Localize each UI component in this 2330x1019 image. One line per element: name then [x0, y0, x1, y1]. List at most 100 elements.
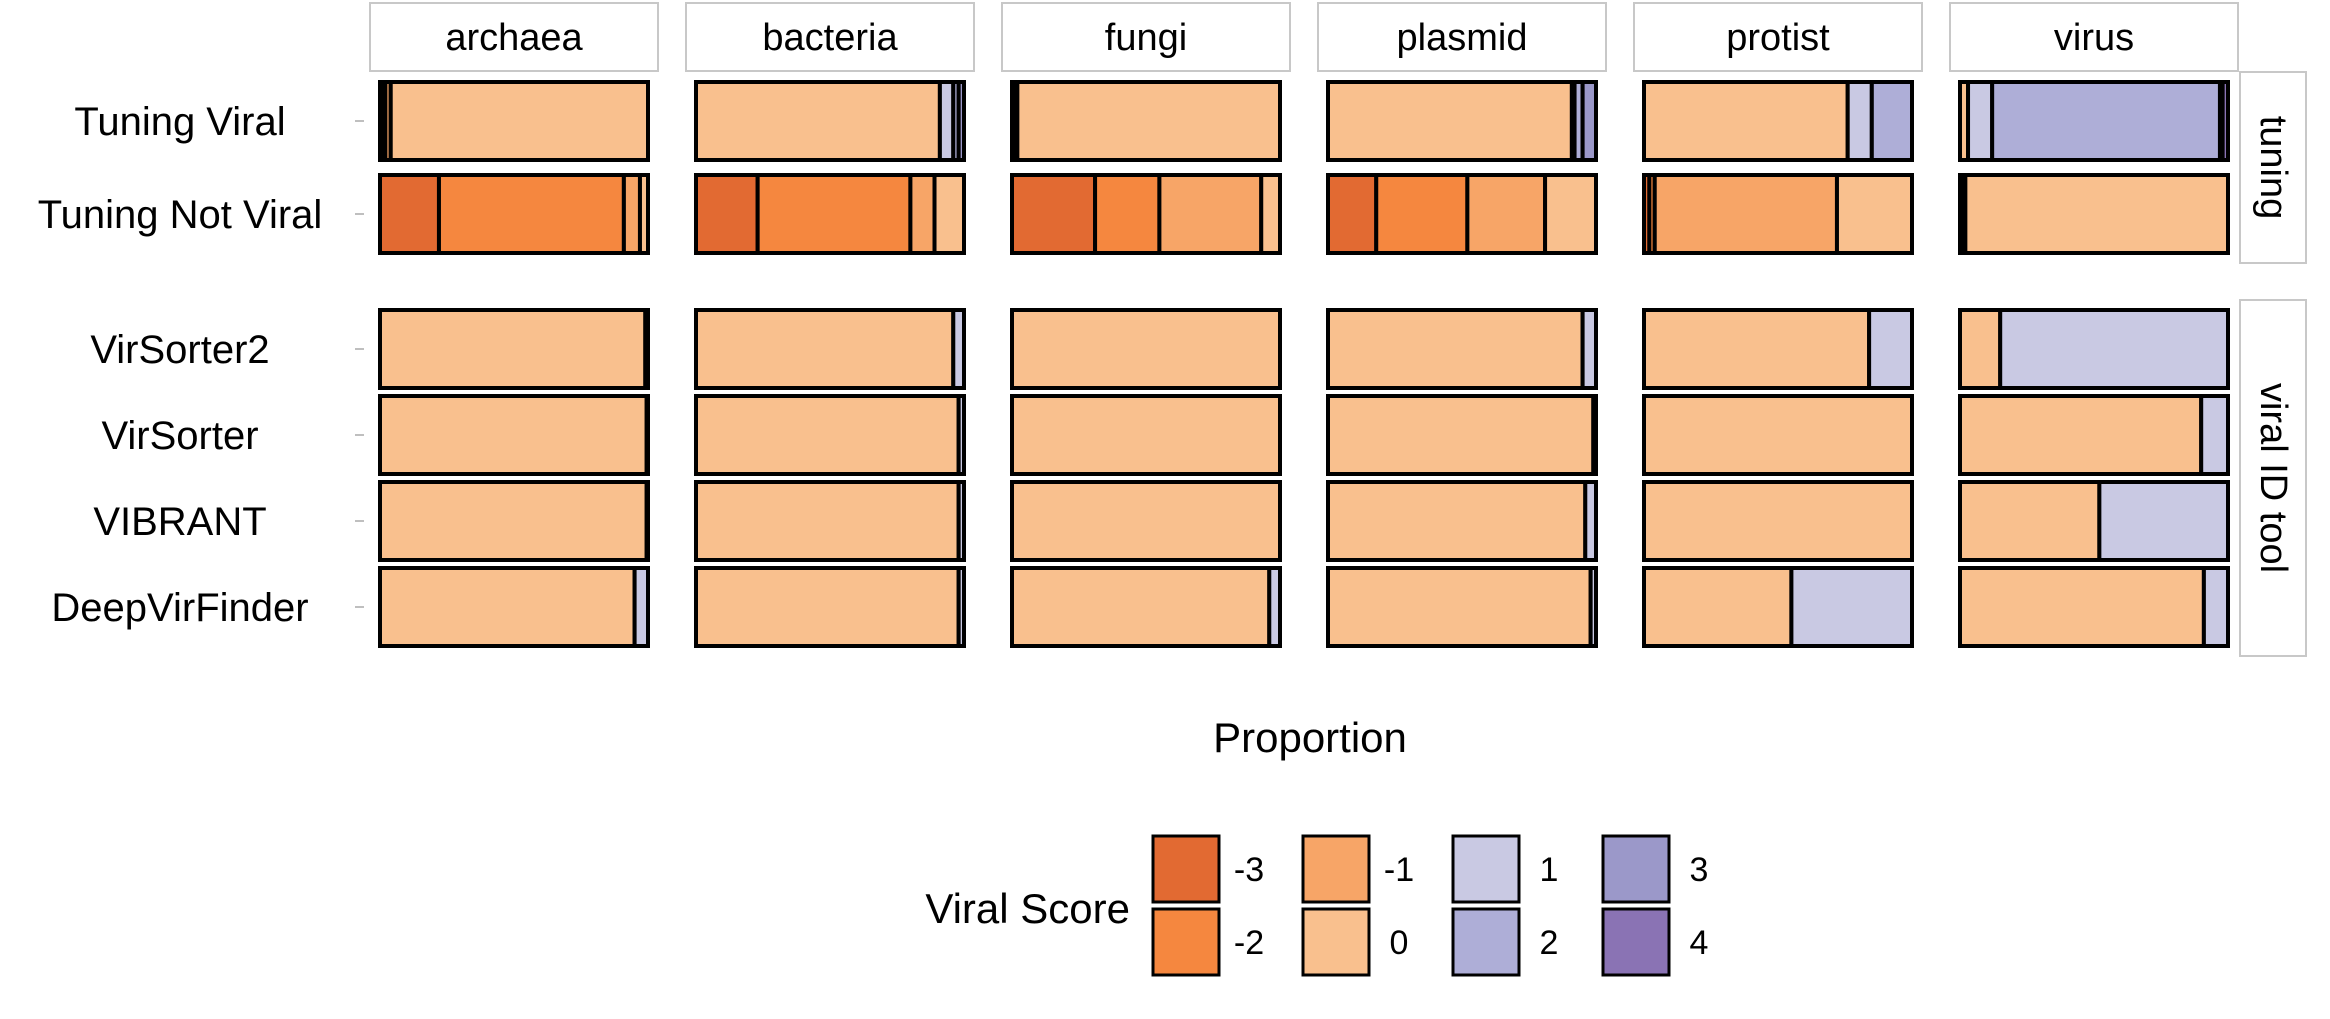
bar-segment-virsorter-plasmid-score-0 — [1326, 394, 1596, 476]
legend-key-neg2 — [1151, 907, 1221, 977]
legend-label-neg2: -2 — [1234, 924, 1264, 962]
legend-label-2: 2 — [1540, 924, 1559, 962]
bar-segment-virsorter2-virus-score-0 — [1958, 308, 2003, 390]
column-strip-archaea — [369, 2, 659, 72]
legend-key-neg1 — [1301, 834, 1371, 904]
column-label-archaea: archaea — [445, 17, 583, 59]
bar-segment-virsorter2-archaea-score-1 — [643, 308, 651, 390]
bar-segment-tuning-not-viral-fungi-score-neg1 — [1157, 173, 1264, 255]
bar-segment-deepvirfinder-fungi-score-1 — [1267, 566, 1283, 648]
bar-segment-tuning-viral-protist-score-2 — [1869, 80, 1915, 162]
panel-tuning-not-viral-fungi — [1010, 173, 1282, 255]
row-label-deepvirfinder: DeepVirFinder — [51, 586, 308, 630]
group-label-tuning: tuning — [2252, 116, 2294, 220]
column-label-fungi: fungi — [1105, 17, 1187, 59]
bar-segment-virsorter-protist-score-0 — [1642, 394, 1914, 476]
panel-grid — [378, 80, 2231, 648]
legend-label-neg1: -1 — [1384, 851, 1414, 889]
panel-vibrant-protist — [1642, 480, 1914, 562]
bar-segment-tuning-viral-archaea-score-0 — [388, 80, 650, 162]
bar-segment-virsorter-virus-score-1 — [2199, 394, 2230, 476]
legend-title: Viral Score — [925, 885, 1130, 932]
bar-segment-tuning-viral-protist-score-0 — [1642, 80, 1850, 162]
bar-segment-virsorter-archaea-score-0 — [378, 394, 649, 476]
row-label-virsorter: VirSorter — [101, 414, 258, 458]
bar-segment-deepvirfinder-archaea-score-1 — [632, 566, 650, 648]
legend-key-4 — [1601, 907, 1671, 977]
row-label-tuning-viral: Tuning Viral — [74, 100, 285, 144]
panel-virsorter2-plasmid — [1326, 308, 1598, 390]
legend-key-1 — [1451, 834, 1521, 904]
bar-segment-deepvirfinder-plasmid-score-1 — [1588, 566, 1599, 648]
bar-segment-tuning-not-viral-fungi-score-neg2 — [1093, 173, 1162, 255]
legend-label-0: 0 — [1390, 924, 1409, 962]
panel-virsorter2-archaea — [378, 308, 651, 390]
panel-deepvirfinder-protist — [1642, 566, 1915, 648]
legend-key-3 — [1601, 834, 1671, 904]
bar-segment-vibrant-virus-score-0 — [1958, 480, 2102, 562]
bar-segment-deepvirfinder-protist-score-1 — [1789, 566, 1915, 648]
bar-segment-vibrant-protist-score-0 — [1642, 480, 1914, 562]
bar-segment-virsorter2-bacteria-score-0 — [694, 308, 956, 390]
bar-segment-tuning-viral-plasmid-score-0 — [1326, 80, 1574, 162]
panel-tuning-not-viral-protist — [1642, 173, 1914, 255]
bar-segment-tuning-viral-fungi-score-0 — [1015, 80, 1282, 162]
legend-key-0 — [1301, 907, 1371, 977]
panel-virsorter2-fungi — [1010, 308, 1282, 390]
bar-segment-virsorter2-protist-score-1 — [1867, 308, 1914, 390]
column-strip-bacteria — [685, 2, 975, 72]
bar-segment-tuning-viral-virus-score-1 — [1966, 80, 1995, 162]
group-label-viral-id-tool: viral ID tool — [2252, 383, 2294, 573]
panel-deepvirfinder-virus — [1958, 566, 2230, 648]
panel-tuning-viral-bacteria — [694, 80, 967, 162]
column-strip-virus — [1949, 2, 2239, 72]
row-label-virsorter2: VirSorter2 — [90, 328, 269, 372]
bar-segment-virsorter2-plasmid-score-1 — [1580, 308, 1598, 390]
bar-segment-virsorter-bacteria-score-1 — [956, 394, 967, 476]
column-label-plasmid: plasmid — [1397, 17, 1528, 59]
panel-virsorter2-bacteria — [694, 308, 967, 390]
bar-segment-virsorter2-bacteria-score-1 — [951, 308, 967, 390]
legend-key-neg3 — [1151, 834, 1221, 904]
bar-segment-tuning-not-viral-fungi-score-0 — [1259, 173, 1282, 255]
bar-segment-vibrant-plasmid-score-0 — [1326, 480, 1588, 562]
column-label-virus: virus — [2054, 17, 2134, 59]
bar-segment-vibrant-bacteria-score-0 — [694, 480, 961, 562]
panel-virsorter-virus — [1958, 394, 2230, 476]
bar-segment-virsorter-archaea-score-1 — [644, 394, 650, 476]
bar-segment-tuning-viral-bacteria-score-1 — [937, 80, 956, 162]
bar-segment-virsorter2-virus-score-1 — [1998, 308, 2230, 390]
panel-virsorter-plasmid — [1326, 394, 1598, 476]
panel-tuning-not-viral-bacteria — [694, 173, 967, 255]
bar-segment-vibrant-virus-score-1 — [2097, 480, 2231, 562]
bar-segment-virsorter2-archaea-score-0 — [378, 308, 648, 390]
panel-deepvirfinder-plasmid — [1326, 566, 1599, 648]
panel-tuning-viral-virus — [1958, 80, 2230, 162]
bar-segment-virsorter2-fungi-score-0 — [1010, 308, 1282, 390]
legend-label-4: 4 — [1690, 924, 1709, 962]
column-strip-protist — [1633, 2, 1923, 72]
panel-vibrant-bacteria — [694, 480, 967, 562]
bar-segment-vibrant-plasmid-score-1 — [1583, 480, 1599, 562]
legend-label-3: 3 — [1690, 851, 1709, 889]
column-strip-plasmid — [1317, 2, 1607, 72]
panel-virsorter-fungi — [1010, 394, 1282, 476]
panel-tuning-viral-archaea — [378, 80, 650, 162]
bar-segment-tuning-not-viral-bacteria-score-neg1 — [908, 173, 937, 255]
panel-tuning-not-viral-archaea — [378, 173, 651, 255]
bar-segment-tuning-not-viral-plasmid-score-neg3 — [1326, 173, 1379, 255]
bar-segment-tuning-not-viral-plasmid-score-neg1 — [1465, 173, 1548, 255]
bar-segment-tuning-not-viral-archaea-score-neg2 — [436, 173, 626, 255]
bar-segment-tuning-not-viral-bacteria-score-0 — [932, 173, 967, 255]
bar-segment-tuning-viral-bacteria-score-0 — [694, 80, 942, 162]
group-strip-viral-id-tool — [2239, 299, 2307, 657]
bar-segment-tuning-not-viral-archaea-score-neg1 — [621, 173, 642, 255]
row-labels: Tuning Viral Tuning Not Viral VirSorter2 Vi… — [38, 100, 364, 630]
bar-segment-deepvirfinder-fungi-score-0 — [1010, 566, 1272, 648]
panel-virsorter-bacteria — [694, 394, 967, 476]
bar-segment-tuning-not-viral-protist-score-neg1 — [1652, 173, 1839, 255]
bar-segment-virsorter-virus-score-0 — [1958, 394, 2204, 476]
panel-tuning-not-viral-plasmid — [1326, 173, 1598, 255]
panel-virsorter2-protist — [1642, 308, 1914, 390]
bar-segment-virsorter-bacteria-score-0 — [694, 394, 961, 476]
